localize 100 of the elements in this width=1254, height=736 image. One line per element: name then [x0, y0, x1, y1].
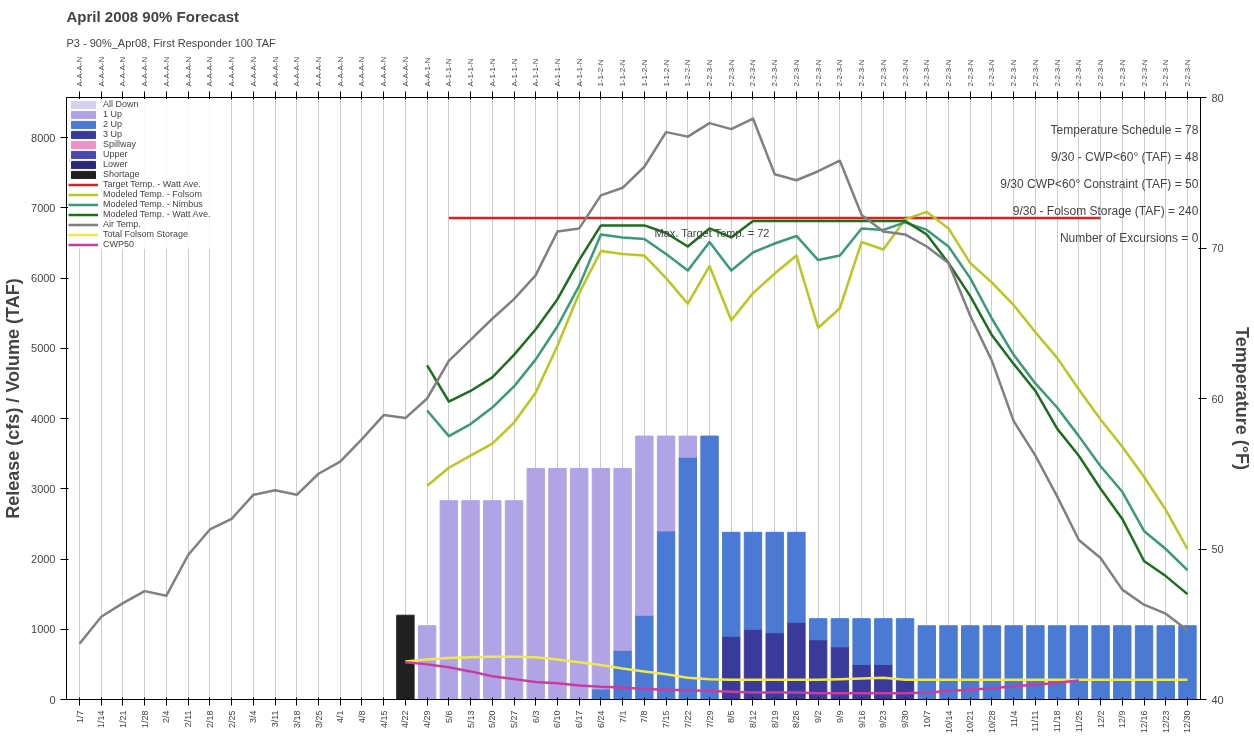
bar: [1047, 625, 1067, 700]
y2-axis-title: Temperature (°F): [1231, 327, 1252, 470]
x-tick-label: 6/10: [552, 710, 563, 729]
x-tick-label: 10/7: [921, 710, 932, 729]
x-tick-label: 6/3: [530, 710, 541, 724]
x-tick-label: 2/11: [183, 710, 194, 728]
annotation: 9/30 - Folsom Storage (TAF) = 240: [1012, 203, 1199, 218]
bar: [743, 531, 763, 630]
x-tick-label: 12/9: [1117, 710, 1128, 729]
x-tick-label: 8/12: [747, 710, 758, 729]
x-tick-label: 4/29: [422, 710, 433, 729]
annotation: 2-2-3-N: [705, 59, 715, 87]
annotation: 2-2-3-N: [1139, 59, 1149, 87]
annotation: 2-2-3-N: [1117, 59, 1127, 87]
annotation: 2-2-3-N: [900, 59, 910, 87]
bar: [765, 531, 784, 634]
x-tick-label: 11/18: [1052, 710, 1063, 733]
legend-label: Target Temp. - Watt Ave.: [103, 179, 201, 189]
bar: [722, 635, 741, 700]
annotation: 2-2-3-N: [813, 59, 823, 87]
legend-label: Air Temp.: [103, 219, 141, 229]
annotation: 2-2-3-N: [1030, 59, 1040, 87]
x-tick-label: 7/1: [617, 710, 628, 724]
bar: [722, 531, 741, 637]
annotation: A-A-A-N: [248, 56, 258, 87]
x-tick-label: 5/6: [443, 710, 454, 724]
y2-tick-label: 70: [1211, 242, 1224, 254]
x-tick-label: 2/18: [204, 710, 215, 729]
bar: [1069, 625, 1089, 700]
x-tick-label: 9/30: [900, 710, 911, 729]
bar: [1178, 625, 1197, 700]
annotation: A-A-A-N: [335, 56, 345, 87]
x-tick-label: 1/28: [139, 710, 150, 729]
bar: [417, 625, 437, 700]
bar: [1004, 625, 1023, 700]
bar: [765, 632, 784, 700]
x-tick-label: 4/1: [335, 710, 346, 724]
annotation: A-A-A-N: [314, 56, 323, 87]
legend-label: Shortage: [103, 169, 140, 179]
chart-subtitle: P3 - 90%_Apr08, First Responder 100 TAF: [66, 36, 277, 49]
x-tick-label: 2/4: [161, 710, 172, 724]
y-tick-label: 0: [49, 693, 56, 706]
annotation: 2-2-3-N: [835, 59, 845, 87]
annotation: 2-2-3-N: [965, 59, 975, 87]
annotation: A-A-1-N: [422, 57, 432, 87]
annotation: A-1-1-N: [466, 58, 476, 87]
annotation: 1-1-2-N: [639, 59, 649, 87]
y-axis-title: Release (cfs) / Volume (TAF): [3, 278, 24, 519]
line-series: [404, 655, 1189, 682]
line-series: [404, 661, 1081, 695]
y-tick-label: 3000: [31, 482, 56, 495]
x-tick-label: 12/16: [1139, 710, 1150, 734]
annotation: Temperature Schedule = 78: [1050, 122, 1199, 137]
annotation: A-1-1-N: [531, 58, 541, 87]
x-tick-label: 3/25: [313, 710, 324, 729]
chart-title: April 2008 90% Forecast: [66, 7, 240, 25]
annotation: A-A-A-N: [140, 56, 150, 87]
annotation: 2-2-3-N: [1009, 59, 1019, 87]
annotation: 2-2-3-N: [791, 59, 801, 87]
x-tick-label: 6/17: [574, 710, 585, 729]
annotation: 1-2-2-N: [683, 59, 693, 87]
x-tick-label: 1/7: [74, 710, 85, 724]
annotation: A-1-1-N: [444, 58, 454, 87]
x-tick-label: 7/22: [682, 710, 693, 729]
bar: [961, 625, 980, 700]
x-tick-label: 8/5: [726, 710, 737, 724]
annotation: 9/30 - CWP<60° (TAF) = 48: [1051, 149, 1199, 164]
y-tick-label: 7000: [31, 201, 56, 214]
annotation: A-A-A-N: [75, 56, 85, 87]
legend-label: 3 Up: [103, 129, 123, 139]
x-tick-label: 12/2: [1095, 710, 1106, 729]
bar: [787, 531, 806, 623]
x-tick-label: 12/30: [1182, 710, 1193, 734]
x-tick-label: 4/22: [400, 710, 411, 729]
annotation: 2-2-3-N: [1161, 59, 1171, 87]
annotation: 1-1-2-N: [661, 59, 671, 87]
bar: [526, 467, 545, 700]
y2-tick-label: 80: [1211, 91, 1224, 104]
bar: [483, 500, 502, 700]
y-tick-label: 6000: [31, 272, 56, 285]
x-tick-label: 9/16: [856, 710, 867, 729]
legend-label: Spillway: [103, 139, 137, 149]
x-tick-label: 11/11: [1030, 710, 1041, 732]
annotation: 2-2-3-N: [857, 59, 867, 87]
y-tick-label: 4000: [31, 412, 56, 425]
bar: [591, 467, 611, 690]
annotation: A-A-A-N: [183, 56, 193, 87]
x-tick-label: 3/11: [270, 710, 281, 728]
x-tick-label: 8/19: [769, 710, 780, 729]
y2-tick-label: 40: [1211, 693, 1224, 706]
x-tick-label: 9/2: [813, 710, 824, 724]
legend-label: All Down: [103, 99, 139, 109]
y-tick-label: 8000: [31, 131, 56, 144]
annotation: A-A-A-N: [118, 56, 128, 87]
x-tick-label: 3/4: [248, 710, 259, 724]
bar: [982, 625, 1002, 700]
legend-label: 2 Up: [103, 119, 123, 129]
annotation: 2-2-3-N: [1096, 59, 1106, 87]
y-tick-label: 1000: [31, 623, 56, 636]
annotation: A-A-A-N: [227, 56, 237, 87]
